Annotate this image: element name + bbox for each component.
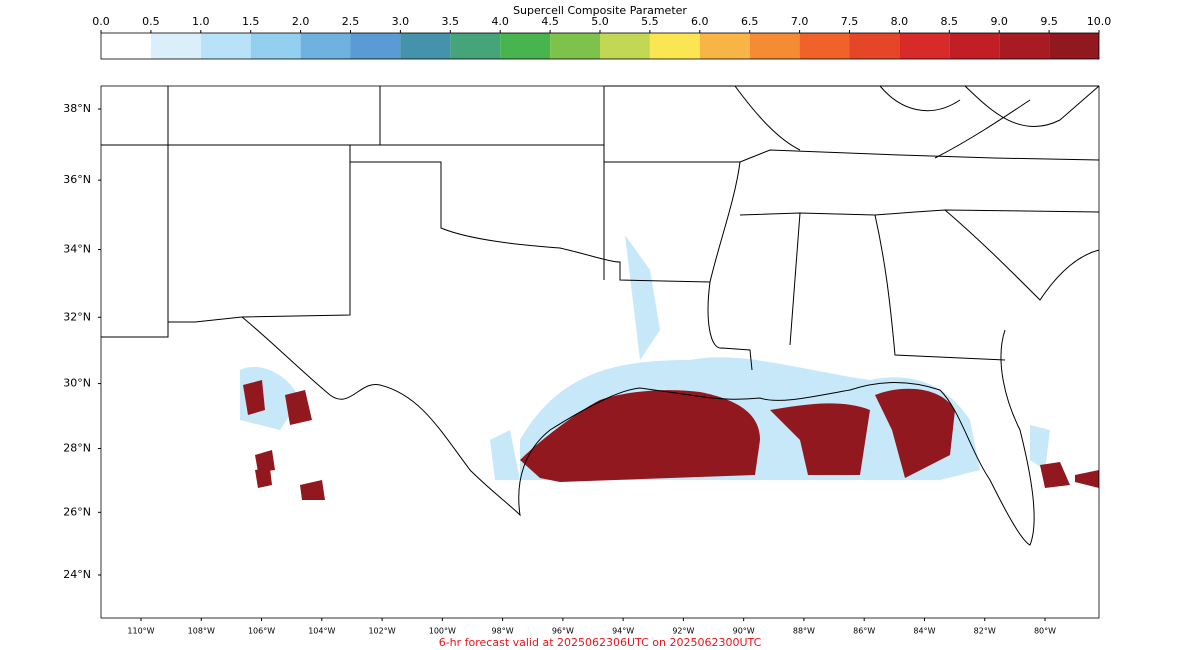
- lat-label: 32°N: [63, 310, 91, 323]
- lon-label: 94°W: [612, 627, 634, 636]
- lat-label: 34°N: [63, 243, 91, 256]
- colorbar-tick-label: 6.0: [691, 15, 709, 28]
- colorbar-segment: [550, 33, 600, 59]
- colorbar-segment: [699, 33, 750, 59]
- colorbar-segment: [799, 33, 850, 59]
- colorbar-segment: [649, 33, 700, 59]
- lon-label: 104°W: [308, 627, 335, 636]
- colorbar-segment: [400, 33, 451, 59]
- lon-label: 92°W: [672, 627, 694, 636]
- lat-label: 30°N: [63, 377, 91, 390]
- lat-label: 36°N: [63, 173, 91, 186]
- lon-label: 102°W: [368, 627, 395, 636]
- colorbar-title: Supercell Composite Parameter: [513, 4, 687, 17]
- colorbar-tick-label: 7.5: [841, 15, 859, 28]
- colorbar: 0.0 0.5 1.0 1.5 2.0 2.5 3.0 3.5 4.0 4.5 5.0 5.5 6.0 6…: [92, 15, 1111, 59]
- lat-label: 38°N: [63, 102, 91, 115]
- lat-label: 28°N: [63, 442, 91, 455]
- lon-axis: 110°W 108°W 106°W 104°W 102°W 100°W 98°W 96°W 94…: [127, 618, 1056, 636]
- colorbar-segment: [150, 33, 201, 59]
- colorbar-tick-label: 3.5: [442, 15, 460, 28]
- lon-label: 108°W: [188, 627, 215, 636]
- lon-label: 80°W: [1034, 627, 1056, 636]
- lat-label: 24°N: [63, 568, 91, 581]
- footer: 6-hr forecast valid at 2025062306UTC on …: [439, 636, 762, 649]
- map: [100, 85, 1100, 619]
- colorbar-segment: [999, 33, 1050, 59]
- lon-label: 86°W: [853, 627, 875, 636]
- lon-label: 100°W: [429, 627, 456, 636]
- colorbar-segment: [899, 33, 950, 59]
- colorbar-tick-label: 3.0: [392, 15, 410, 28]
- lat-label: 26°N: [63, 505, 91, 518]
- colorbar-segment: [1049, 33, 1099, 59]
- lon-label: 88°W: [793, 627, 815, 636]
- colorbar-tick-label: 4.0: [491, 15, 509, 28]
- colorbar-tick-label: 1.5: [242, 15, 260, 28]
- colorbar-tick-label: 6.5: [741, 15, 759, 28]
- colorbar-tick-label: 0.0: [92, 15, 110, 28]
- colorbar-segment: [849, 33, 900, 59]
- lon-label: 106°W: [248, 627, 275, 636]
- lon-label: 84°W: [913, 627, 935, 636]
- colorbar-segment: [600, 33, 650, 59]
- colorbar-segment: [200, 33, 251, 59]
- lat-axis: 38°N 36°N 34°N 32°N 30°N 28°N 26°N 24°N: [63, 102, 101, 581]
- colorbar-tick-label: 1.0: [192, 15, 210, 28]
- colorbar-tick-label: 8.0: [891, 15, 909, 28]
- colorbar-tick-label: 2.5: [342, 15, 360, 28]
- colorbar-tick-label: 0.5: [142, 15, 160, 28]
- colorbar-tick-label: 5.0: [591, 15, 609, 28]
- colorbar-tick-label: 5.5: [641, 15, 659, 28]
- colorbar-tick-label: 9.0: [990, 15, 1008, 28]
- colorbar-segment: [500, 33, 551, 59]
- colorbar-segment: [250, 33, 301, 59]
- map-frame: [100, 85, 1100, 619]
- colorbar-tick-label: 9.5: [1040, 15, 1058, 28]
- colorbar-segment: [949, 33, 1000, 59]
- field-high: [243, 380, 1099, 500]
- colorbar-tick-label: 4.5: [541, 15, 559, 28]
- colorbar-frame: [100, 32, 1100, 60]
- colorbar-tick-label: 10.0: [1087, 15, 1112, 28]
- lon-label: 90°W: [733, 627, 755, 636]
- colorbar-segment: [101, 33, 151, 59]
- lon-label: 98°W: [492, 627, 514, 636]
- colorbar-segment: [749, 33, 800, 59]
- colorbar-segment: [300, 33, 351, 59]
- lon-label: 110°W: [127, 627, 154, 636]
- colorbar-tick-label: 7.0: [791, 15, 809, 28]
- colorbar-tick-label: 2.0: [292, 15, 310, 28]
- colorbar-tick-label: 8.5: [941, 15, 959, 28]
- colorbar-segment: [450, 33, 501, 59]
- lon-label: 96°W: [552, 627, 574, 636]
- lon-label: 82°W: [974, 627, 996, 636]
- colorbar-segment: [350, 33, 401, 59]
